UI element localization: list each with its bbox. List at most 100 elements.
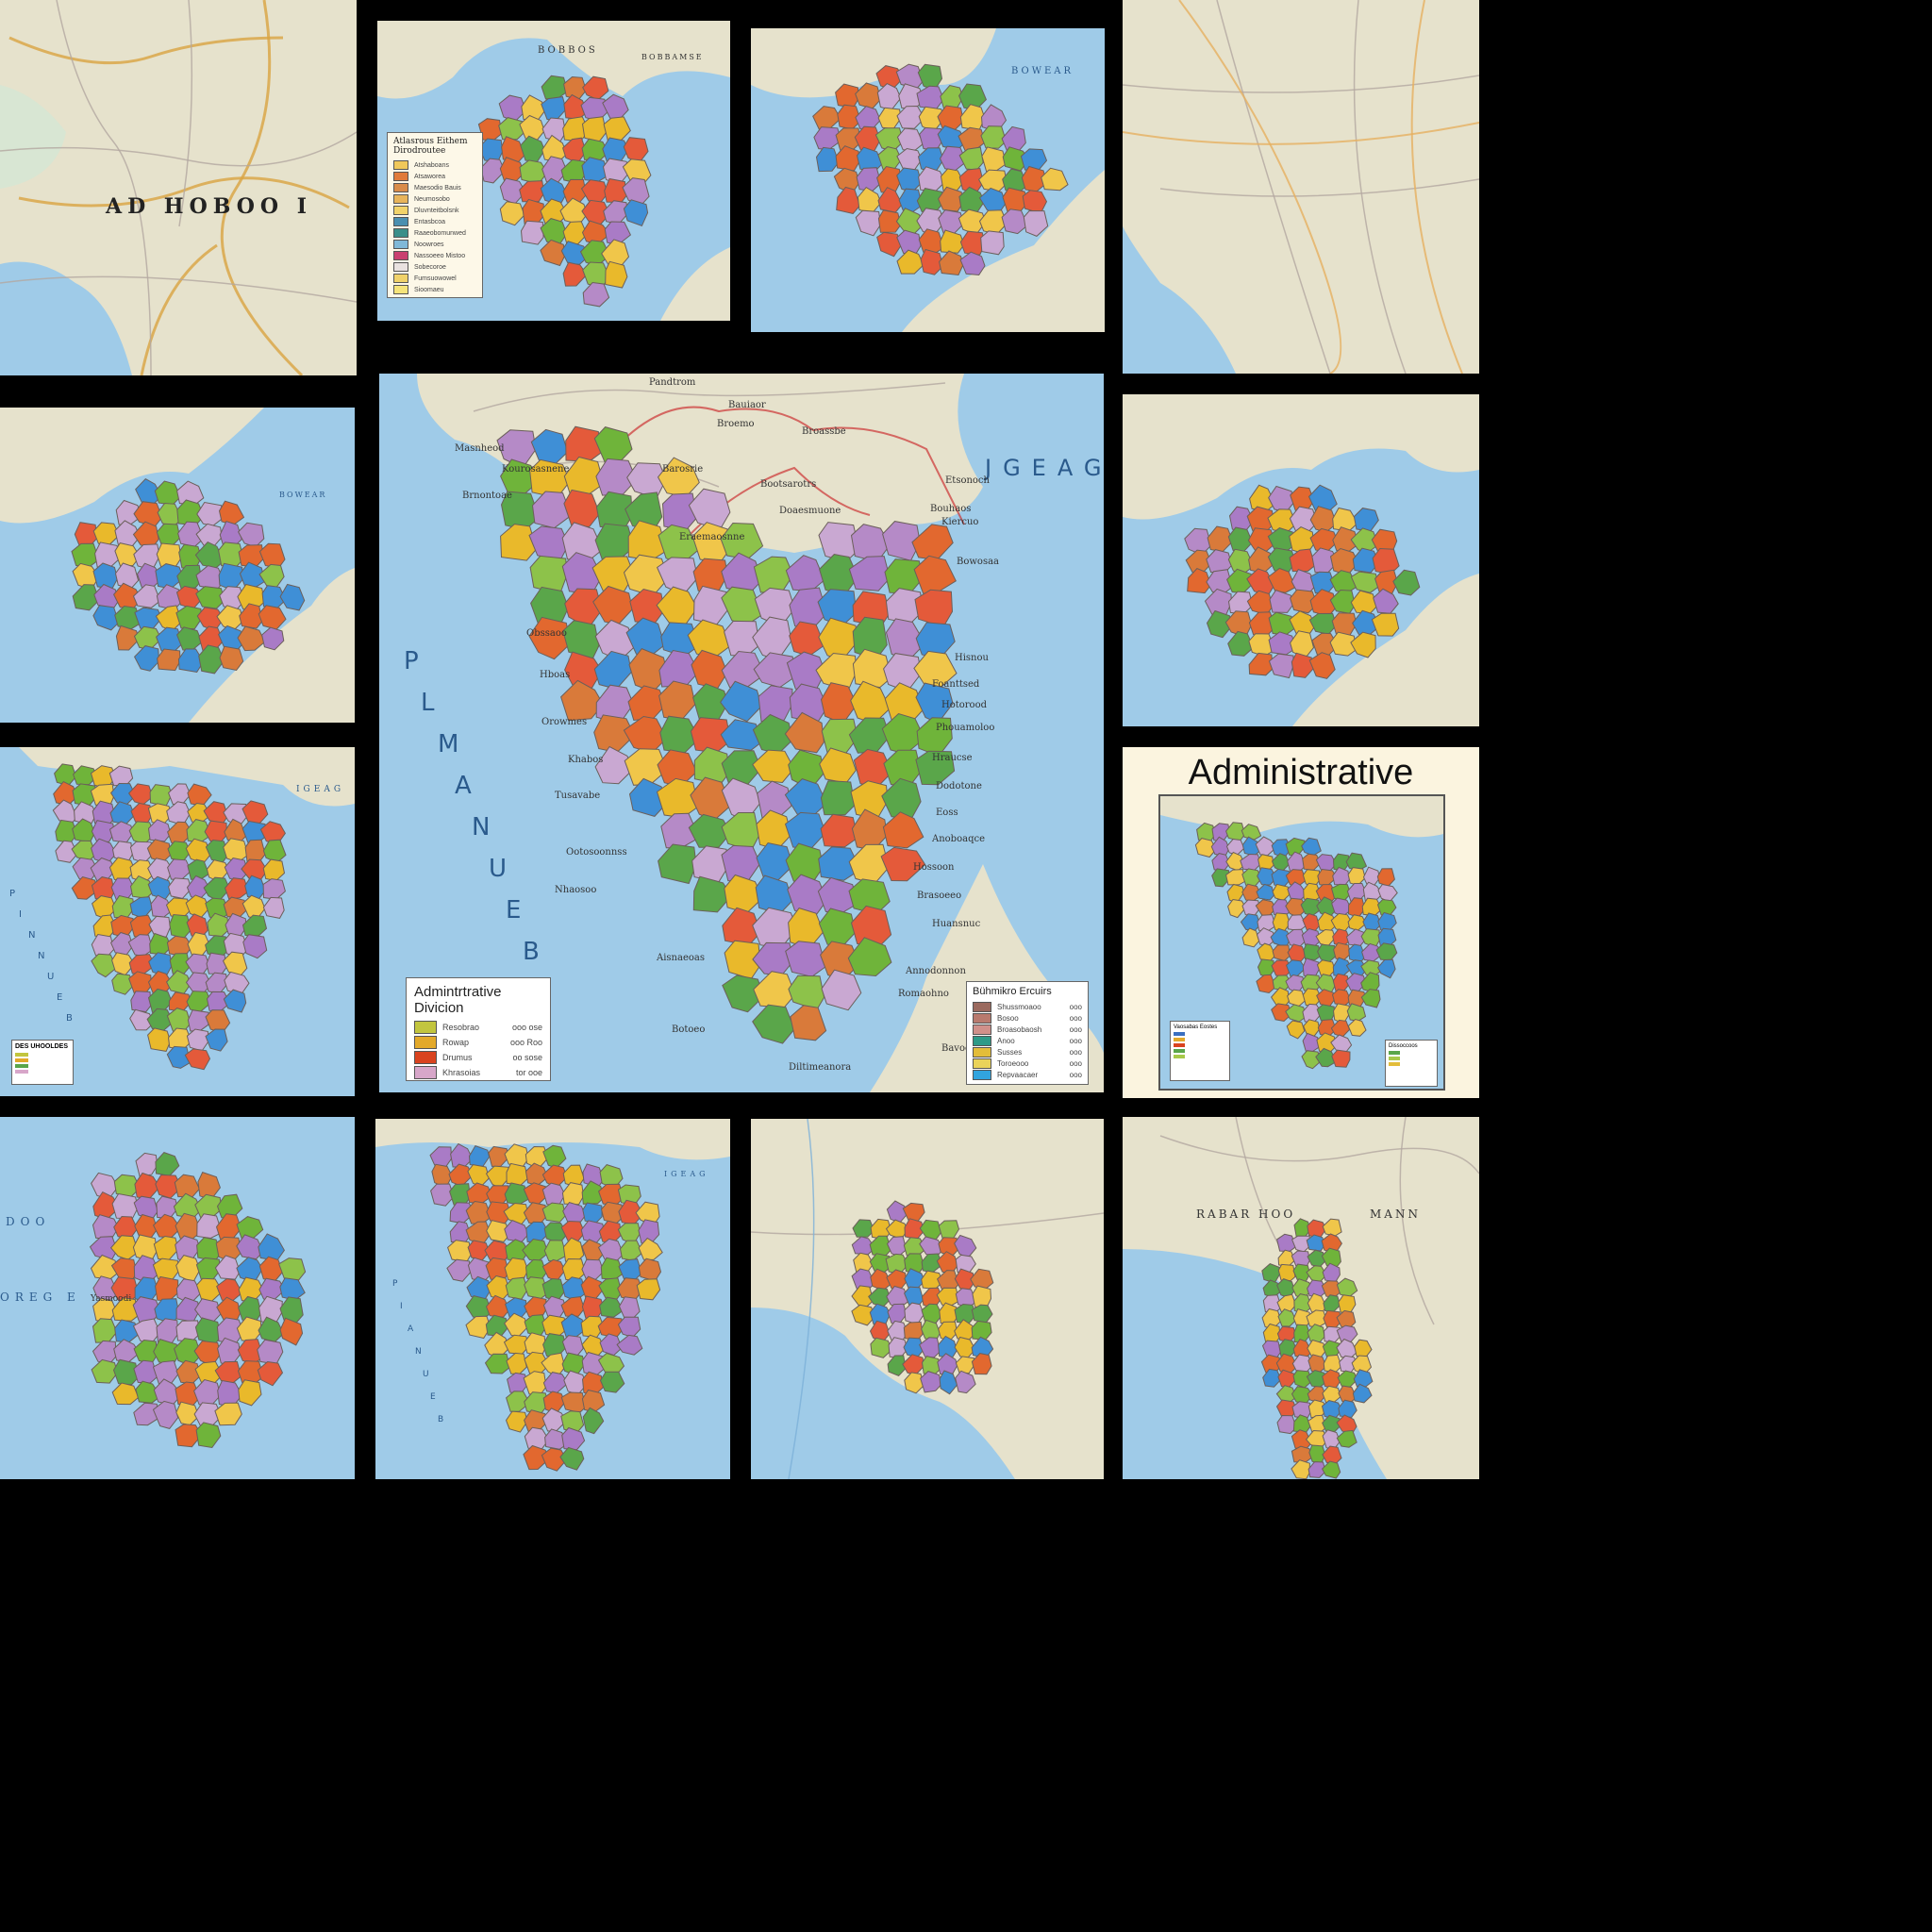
region-37[interactable] (239, 561, 266, 588)
region-6[interactable] (1306, 1234, 1326, 1252)
region-92[interactable] (465, 1315, 491, 1340)
region-18[interactable] (430, 1183, 455, 1207)
region-62[interactable] (446, 1258, 472, 1282)
region-61[interactable] (1227, 630, 1255, 657)
region-30[interactable] (1352, 547, 1379, 574)
region-68[interactable] (194, 1317, 222, 1344)
region-139[interactable] (880, 846, 926, 882)
region-82[interactable] (636, 1278, 661, 1301)
region-55[interactable] (1262, 1368, 1282, 1388)
region-70[interactable] (1023, 209, 1049, 237)
region-118[interactable] (223, 989, 247, 1013)
region-84[interactable] (169, 913, 192, 939)
region-42[interactable] (486, 1220, 510, 1242)
region-119[interactable] (129, 1008, 156, 1031)
region-42[interactable] (1392, 569, 1421, 596)
region-34[interactable] (519, 180, 545, 203)
region-132[interactable] (658, 843, 697, 885)
region-125[interactable] (688, 813, 732, 848)
region-64[interactable] (937, 1353, 958, 1375)
region-57[interactable] (938, 186, 964, 212)
region-125[interactable] (1315, 1047, 1338, 1068)
region-83[interactable] (148, 915, 172, 938)
region-98[interactable] (133, 1402, 158, 1426)
region-68[interactable] (1248, 652, 1274, 676)
region-127[interactable] (205, 1028, 228, 1052)
region-109[interactable] (752, 749, 795, 784)
region-131[interactable] (582, 1407, 605, 1435)
region-67[interactable] (904, 1372, 925, 1394)
region-24[interactable] (1225, 869, 1246, 886)
region-109[interactable] (1360, 989, 1381, 1008)
region-134[interactable] (561, 1426, 586, 1451)
region-37[interactable] (1256, 883, 1275, 901)
region-46[interactable] (623, 199, 649, 227)
region-81[interactable] (560, 679, 605, 722)
region-39[interactable] (851, 1304, 875, 1326)
region-90[interactable] (599, 1296, 625, 1318)
region-104[interactable] (206, 952, 227, 974)
region-25[interactable] (919, 126, 942, 152)
region-31[interactable] (1372, 547, 1400, 575)
region-51[interactable] (1041, 167, 1069, 192)
region-7[interactable] (174, 1174, 200, 1198)
region-127[interactable] (505, 1410, 528, 1433)
region-26[interactable] (581, 1180, 605, 1205)
region-30[interactable] (1277, 1308, 1297, 1327)
region-99[interactable] (152, 1400, 179, 1429)
region-124[interactable] (1301, 1050, 1322, 1070)
region-31[interactable] (236, 1234, 264, 1260)
region-46[interactable] (244, 839, 266, 863)
region-97[interactable] (720, 719, 763, 751)
region-59[interactable] (582, 281, 610, 308)
region-102[interactable] (214, 1402, 242, 1426)
region-30[interactable] (815, 146, 840, 173)
region-156[interactable] (722, 974, 765, 1013)
map-tile-admin-division[interactable]: Administrative Division Vaosabas Eostes … (1123, 747, 1479, 1098)
region-63[interactable] (877, 209, 902, 233)
region-113[interactable] (130, 991, 152, 1013)
region-73[interactable] (1276, 1414, 1297, 1435)
region-104[interactable] (195, 1422, 222, 1449)
region-78[interactable] (852, 648, 892, 689)
region-40[interactable] (848, 556, 891, 591)
region-31[interactable] (835, 145, 859, 172)
region-155[interactable] (847, 937, 892, 977)
region-84[interactable] (485, 1294, 510, 1318)
region-85[interactable] (1291, 1459, 1310, 1479)
region-45[interactable] (195, 586, 225, 609)
region-65[interactable] (237, 625, 266, 652)
region-80[interactable] (959, 251, 986, 276)
region-62[interactable] (855, 209, 882, 237)
region-104[interactable] (594, 745, 634, 785)
region-66[interactable] (1329, 631, 1357, 657)
region-161[interactable] (790, 1005, 827, 1041)
region-81[interactable] (1336, 1429, 1357, 1448)
map-tile-road-northwest[interactable]: AD HOBOO I (0, 0, 357, 375)
region-58[interactable] (605, 260, 628, 289)
region-76[interactable] (980, 230, 1005, 256)
region-79[interactable] (939, 250, 964, 276)
region-136[interactable] (541, 1447, 568, 1472)
region-86[interactable] (720, 680, 763, 723)
region-94[interactable] (1376, 958, 1396, 979)
region-67[interactable] (1352, 1383, 1373, 1404)
region-91[interactable] (111, 1382, 140, 1406)
region-29[interactable] (147, 819, 172, 842)
region-106[interactable] (111, 973, 135, 995)
region-59[interactable] (71, 875, 98, 900)
region-108[interactable] (616, 1334, 643, 1356)
region-61[interactable] (887, 1355, 907, 1376)
region-126[interactable] (1331, 1049, 1351, 1068)
region-77[interactable] (896, 249, 924, 275)
map-tile-peninsula-south[interactable]: IGEAG P I A N U E B (375, 1119, 730, 1479)
region-66[interactable] (971, 1353, 992, 1375)
region-49[interactable] (903, 1321, 924, 1341)
region-47[interactable] (520, 220, 544, 245)
region-109[interactable] (484, 1353, 511, 1374)
region-67[interactable] (1350, 631, 1376, 658)
region-125[interactable] (560, 1391, 587, 1413)
region-65[interactable] (955, 1356, 975, 1374)
region-72[interactable] (1338, 1399, 1357, 1419)
region-140[interactable] (692, 875, 732, 913)
